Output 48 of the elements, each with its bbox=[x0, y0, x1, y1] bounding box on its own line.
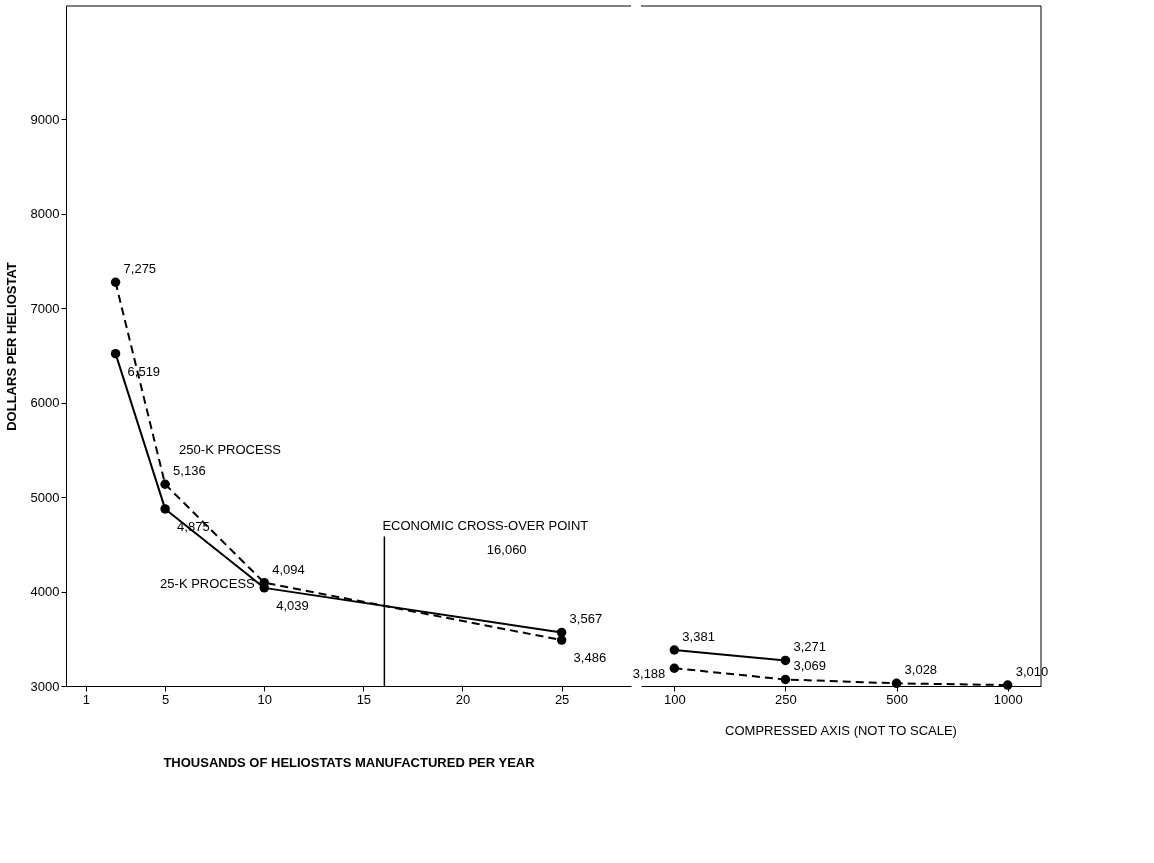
x-tick-label: 1000 bbox=[993, 691, 1023, 707]
point bbox=[780, 674, 791, 685]
x-tick-label: 20 bbox=[455, 691, 471, 707]
data-label: 4,039 bbox=[276, 597, 309, 613]
x-tick-label: 15 bbox=[356, 691, 372, 707]
x-tick-label: 1 bbox=[82, 691, 90, 707]
data-label: 3,028 bbox=[904, 662, 938, 678]
data-label: 3,381 bbox=[682, 629, 715, 645]
data-label: 5,136 bbox=[173, 463, 206, 479]
y-tick-label: 9000 bbox=[30, 111, 60, 127]
x-tick-label: 25 bbox=[554, 691, 570, 707]
x-tick-label: 10 bbox=[257, 691, 272, 707]
data-label: 3,188 bbox=[632, 666, 666, 682]
point bbox=[160, 479, 170, 489]
point bbox=[110, 348, 121, 359]
y-tick-label: 3000 bbox=[30, 678, 60, 694]
data-label: 3,010 bbox=[1015, 664, 1049, 680]
ref-line-label: ECONOMIC CROSS-OVER POINT bbox=[382, 518, 589, 534]
data-label: 3,486 bbox=[573, 650, 607, 666]
y-tick-label: 8000 bbox=[30, 206, 60, 222]
y-axis-title: DOLLARS PER HELIOSTAT bbox=[3, 262, 19, 431]
point bbox=[1002, 680, 1013, 690]
x-tick-label: 250 bbox=[775, 691, 797, 707]
point bbox=[669, 663, 680, 673]
point bbox=[556, 627, 567, 638]
point bbox=[110, 277, 121, 287]
x-tick-label: 5 bbox=[162, 691, 170, 707]
point bbox=[160, 504, 170, 514]
x-tick-label: 100 bbox=[663, 691, 686, 707]
text: COMPRESSED AXIS (NOT TO SCALE) bbox=[725, 723, 957, 738]
point bbox=[669, 645, 680, 655]
data-label: 3,069 bbox=[793, 658, 826, 674]
series-label: 25-K PROCESS bbox=[160, 575, 256, 591]
annotation: 16,060 bbox=[486, 542, 527, 558]
x-tick-label: 500 bbox=[886, 691, 908, 707]
data-label: 6,519 bbox=[127, 363, 161, 379]
point bbox=[780, 655, 791, 666]
series-label: 250-K PROCESS bbox=[179, 442, 282, 458]
data-label: 4,094 bbox=[272, 561, 305, 577]
y-tick-label: 7000 bbox=[30, 300, 60, 316]
data-label: 3,271 bbox=[793, 639, 826, 655]
point bbox=[891, 678, 902, 689]
y-tick-label: 5000 bbox=[30, 489, 60, 505]
y-tick-label: 4000 bbox=[30, 584, 60, 600]
data-label: 3,567 bbox=[569, 611, 603, 627]
y-tick-label: 6000 bbox=[30, 395, 60, 411]
data-label: 7,275 bbox=[123, 261, 157, 277]
x-axis-title: THOUSANDS OF HELIOSTATS MANUFACTURED PER YEAR bbox=[163, 754, 536, 770]
